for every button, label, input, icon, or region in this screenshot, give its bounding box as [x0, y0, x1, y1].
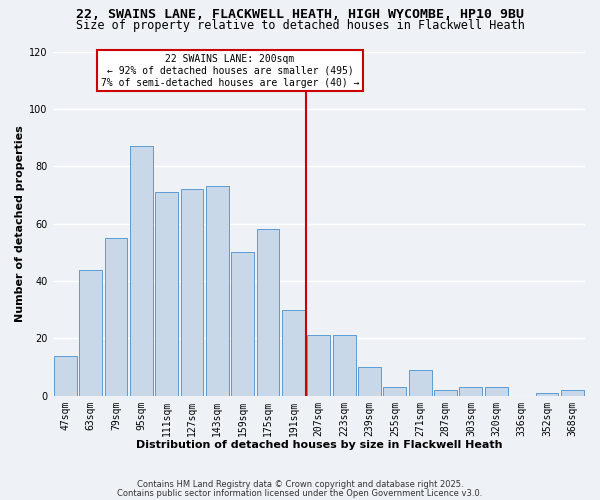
Text: 22 SWAINS LANE: 200sqm
← 92% of detached houses are smaller (495)
7% of semi-det: 22 SWAINS LANE: 200sqm ← 92% of detached…: [101, 54, 359, 88]
Bar: [536, 393, 559, 396]
Bar: [434, 390, 457, 396]
Text: Contains HM Land Registry data © Crown copyright and database right 2025.: Contains HM Land Registry data © Crown c…: [137, 480, 463, 489]
Bar: [307, 336, 330, 396]
Bar: [54, 356, 77, 396]
Bar: [383, 387, 406, 396]
Text: 22, SWAINS LANE, FLACKWELL HEATH, HIGH WYCOMBE, HP10 9BU: 22, SWAINS LANE, FLACKWELL HEATH, HIGH W…: [76, 8, 524, 20]
Bar: [155, 192, 178, 396]
Text: Size of property relative to detached houses in Flackwell Heath: Size of property relative to detached ho…: [76, 19, 524, 32]
Bar: [206, 186, 229, 396]
Bar: [104, 238, 127, 396]
Bar: [257, 230, 280, 396]
Y-axis label: Number of detached properties: Number of detached properties: [15, 125, 25, 322]
Bar: [561, 390, 584, 396]
Bar: [358, 367, 381, 396]
Text: Contains public sector information licensed under the Open Government Licence v3: Contains public sector information licen…: [118, 488, 482, 498]
Bar: [333, 336, 356, 396]
X-axis label: Distribution of detached houses by size in Flackwell Heath: Distribution of detached houses by size …: [136, 440, 502, 450]
Bar: [181, 189, 203, 396]
Bar: [79, 270, 102, 396]
Bar: [409, 370, 431, 396]
Bar: [460, 387, 482, 396]
Bar: [130, 146, 152, 396]
Bar: [485, 387, 508, 396]
Bar: [231, 252, 254, 396]
Bar: [282, 310, 305, 396]
